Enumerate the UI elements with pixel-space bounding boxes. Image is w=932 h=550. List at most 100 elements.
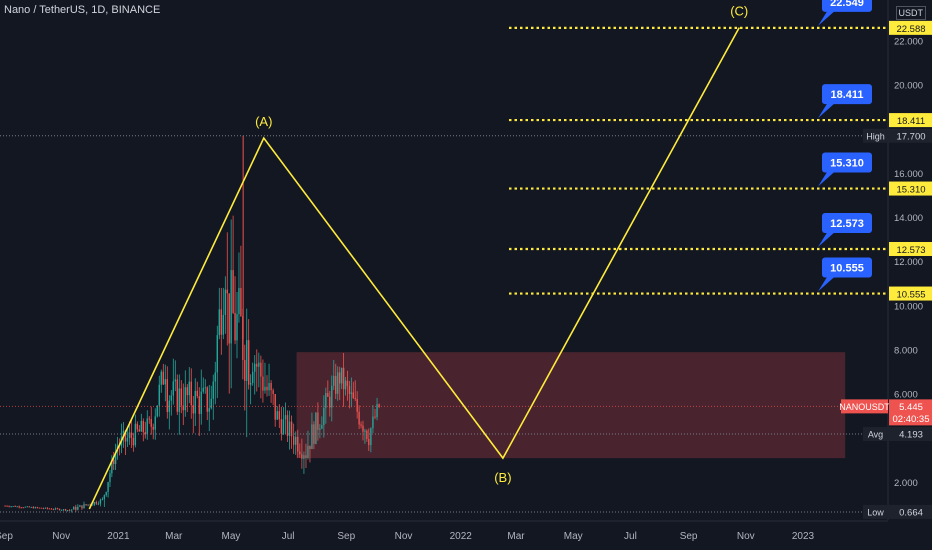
candle-body	[40, 507, 43, 509]
candle-body	[376, 404, 378, 418]
low-tag	[863, 504, 888, 519]
candle	[258, 352, 260, 388]
candle-body	[54, 508, 57, 510]
candle-body	[218, 309, 220, 336]
candle-body	[89, 504, 91, 506]
candle	[234, 276, 236, 345]
candle	[174, 360, 176, 392]
candle	[198, 387, 200, 436]
candle-body	[224, 289, 227, 315]
candle	[188, 367, 190, 404]
high-value-box	[889, 128, 932, 143]
candle-body	[107, 482, 109, 493]
wave-label: (C)	[730, 4, 748, 19]
candle-body	[370, 428, 372, 446]
wave-label: (B)	[494, 470, 511, 485]
candle	[354, 380, 356, 402]
consolidation-zone-layer	[296, 352, 846, 459]
candle	[244, 344, 246, 411]
candle-body	[274, 394, 276, 420]
high-tag	[863, 128, 888, 143]
candle-body	[342, 367, 345, 390]
candle	[335, 363, 337, 400]
y-tick-label: 8.000	[894, 345, 918, 356]
candle	[321, 416, 323, 430]
target-axis-marker	[889, 286, 932, 301]
candle-body	[350, 392, 353, 394]
last-price-box	[889, 399, 932, 426]
candle-body	[290, 421, 293, 437]
y-tick-label: 14.000	[894, 213, 923, 224]
candle	[251, 362, 254, 386]
candle	[337, 366, 339, 401]
candle	[284, 402, 287, 435]
candle-body	[52, 509, 55, 511]
target-callout-text: 10.555	[830, 263, 864, 275]
candle-body	[208, 408, 210, 412]
candle-body	[212, 381, 214, 399]
candle-body	[305, 455, 307, 458]
low-value-box	[889, 504, 932, 519]
candle	[315, 412, 317, 445]
candle-body	[366, 430, 368, 440]
candle	[148, 416, 150, 424]
candle-body	[256, 363, 258, 367]
candle-body	[260, 362, 262, 377]
candle	[346, 370, 349, 401]
candle	[194, 378, 196, 427]
candle	[138, 425, 141, 432]
candle	[311, 412, 313, 450]
candle	[87, 504, 89, 507]
target-axis-text: 12.573	[896, 245, 925, 256]
candle	[134, 414, 137, 448]
candle-body	[202, 387, 204, 392]
candle	[218, 287, 220, 340]
candle	[262, 359, 264, 403]
candle-body	[58, 508, 61, 511]
candle	[240, 245, 242, 317]
candle	[370, 427, 372, 453]
candle-body	[48, 508, 51, 510]
candle	[214, 361, 216, 405]
target-callout-pointer	[818, 275, 836, 292]
candle	[32, 506, 35, 509]
candle	[368, 428, 370, 452]
candle-body	[184, 387, 186, 411]
y-tick-label: 10.000	[894, 301, 923, 312]
candle-body	[272, 390, 274, 395]
candle	[22, 506, 24, 509]
candle-body	[6, 505, 8, 507]
candle	[99, 498, 102, 507]
candle	[162, 363, 164, 386]
candle-body	[331, 385, 333, 408]
candle-body	[42, 508, 45, 510]
candle-body	[368, 439, 370, 446]
avg-tag-text: Avg	[868, 430, 883, 440]
candle	[210, 385, 212, 410]
candle	[222, 287, 225, 340]
candle	[362, 420, 364, 441]
candle-body	[315, 412, 317, 444]
candle-body	[70, 509, 73, 511]
candle-body	[329, 396, 331, 408]
candle	[288, 410, 291, 450]
candle	[16, 505, 18, 508]
candle	[79, 504, 81, 507]
candle-body	[22, 507, 24, 509]
candle-body	[91, 504, 93, 506]
currency-badge[interactable]: USDT	[895, 6, 926, 20]
candle-body	[364, 430, 366, 432]
x-tick-label: 2022	[450, 531, 473, 542]
candle-body	[307, 445, 309, 458]
candles-layer	[4, 135, 380, 513]
x-tick-label: Nov	[395, 531, 413, 542]
candle	[160, 369, 162, 393]
x-tick-label: 2021	[107, 531, 130, 542]
consolidation-zone	[296, 352, 846, 459]
candle-body	[152, 426, 154, 430]
candle	[184, 370, 186, 417]
candle	[256, 349, 258, 392]
x-tick-label: May	[564, 531, 583, 542]
candle	[264, 362, 266, 394]
